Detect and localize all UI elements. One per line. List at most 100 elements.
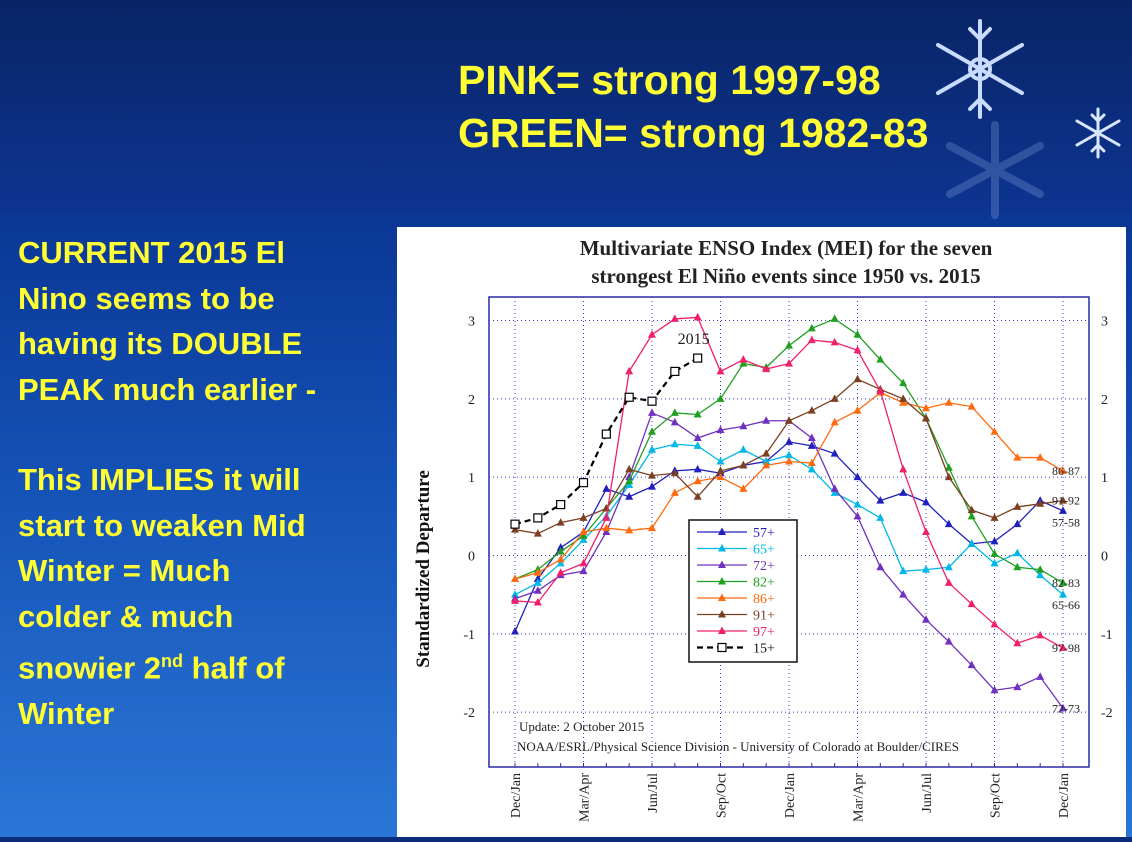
- data-point: [625, 464, 634, 473]
- legend-marker: [718, 527, 726, 535]
- data-point: [648, 482, 656, 490]
- legend-marker: [717, 642, 727, 653]
- side-text-line: Nino seems to be: [18, 280, 275, 316]
- data-point: [830, 314, 839, 322]
- y-tick-label: 0: [468, 550, 475, 565]
- chart-title-line-1: Multivariate ENSO Index (MEI) for the se…: [580, 236, 993, 260]
- data-point: [625, 366, 634, 375]
- data-point: [785, 437, 793, 445]
- data-point: [990, 619, 999, 628]
- data-point: [533, 529, 542, 537]
- data-point: [579, 535, 588, 543]
- side-commentary: CURRENT 2015 El Nino seems to be having …: [18, 230, 393, 736]
- legend-label: 72+: [753, 559, 775, 574]
- data-point: [853, 345, 862, 354]
- side-text-line: snowier 2nd half of: [18, 639, 393, 691]
- data-point: [602, 527, 611, 535]
- data-point: [830, 394, 839, 402]
- side-text-line: start to weaken Mid: [18, 507, 306, 543]
- data-point: [533, 513, 543, 523]
- data-point: [922, 527, 930, 535]
- data-point: [967, 402, 976, 410]
- data-point: [579, 558, 588, 567]
- data-point: [739, 484, 748, 492]
- data-point: [693, 433, 702, 441]
- data-point: [990, 558, 999, 567]
- data-point: [739, 445, 748, 453]
- annotation-2015: 2015: [678, 331, 710, 348]
- x-tick-label: Dec/Jan: [783, 773, 798, 818]
- data-point: [602, 504, 611, 512]
- data-point: [716, 457, 725, 465]
- legend-box: [688, 519, 798, 663]
- data-point: [785, 416, 793, 424]
- series-end-label: 72-73: [1052, 701, 1080, 715]
- data-point: [602, 523, 611, 532]
- data-point: [579, 527, 588, 535]
- data-point: [670, 488, 679, 496]
- data-point: [762, 364, 771, 373]
- legend-label: 86+: [753, 592, 775, 607]
- data-point: [625, 476, 634, 485]
- side-text-line: Winter: [18, 695, 115, 731]
- data-point: [602, 513, 611, 521]
- data-point: [899, 488, 908, 496]
- data-point: [1036, 630, 1045, 639]
- data-point: [876, 386, 885, 394]
- y-tick-label: 2: [468, 393, 475, 408]
- data-point: [648, 408, 656, 416]
- snowflake-icon: [1075, 107, 1121, 159]
- data-point: [807, 441, 816, 449]
- data-point: [807, 323, 816, 332]
- side-text-line: Winter = Much: [18, 553, 231, 588]
- y-tick-label: 1: [468, 471, 475, 486]
- data-point: [944, 562, 953, 571]
- data-point: [1013, 548, 1022, 557]
- data-point: [511, 590, 519, 598]
- data-point: [785, 450, 793, 459]
- series-end-label: 91-92: [1052, 494, 1080, 508]
- data-point: [693, 476, 702, 485]
- snowflake-icon: [936, 19, 1024, 119]
- data-point: [511, 525, 519, 533]
- y-tick-label-right: -1: [1101, 628, 1113, 643]
- data-point: [511, 626, 519, 635]
- data-point: [510, 519, 520, 529]
- data-point: [1059, 496, 1067, 504]
- data-point: [762, 416, 771, 424]
- data-point: [830, 488, 839, 496]
- data-point: [1013, 519, 1022, 528]
- data-point: [556, 543, 565, 551]
- data-point: [944, 472, 953, 481]
- data-point: [944, 463, 953, 471]
- data-point: [785, 359, 793, 367]
- data-point: [511, 574, 519, 582]
- data-point: [648, 427, 656, 435]
- data-point: [922, 497, 930, 506]
- side-text-fragment: half of: [183, 650, 285, 686]
- side-text-line: CURRENT 2015 El: [18, 235, 286, 270]
- data-point: [922, 413, 930, 422]
- data-point: [762, 457, 771, 465]
- data-point: [716, 472, 725, 481]
- data-point: [739, 421, 748, 430]
- data-point: [1013, 682, 1022, 691]
- data-point: [853, 406, 862, 414]
- series-end-label: 57-58: [1052, 516, 1080, 530]
- data-point: [899, 566, 908, 575]
- legend-marker: [718, 610, 726, 618]
- data-point: [944, 519, 953, 528]
- x-tick-label: Jun/Jul: [920, 773, 935, 813]
- data-point: [990, 513, 999, 521]
- y-axis-label: Standardized Departure: [413, 470, 434, 668]
- data-point: [990, 536, 999, 545]
- chart-panel: Multivariate ENSO Index (MEI) for the se…: [397, 227, 1126, 837]
- series-end-label: 86-87: [1052, 464, 1080, 478]
- data-point: [648, 330, 656, 338]
- data-point: [670, 439, 679, 448]
- data-point: [716, 366, 725, 375]
- side-text-line: PEAK much earlier -: [18, 371, 317, 407]
- data-point: [511, 596, 519, 604]
- legend-label: 65+: [753, 543, 775, 558]
- data-point: [556, 518, 565, 526]
